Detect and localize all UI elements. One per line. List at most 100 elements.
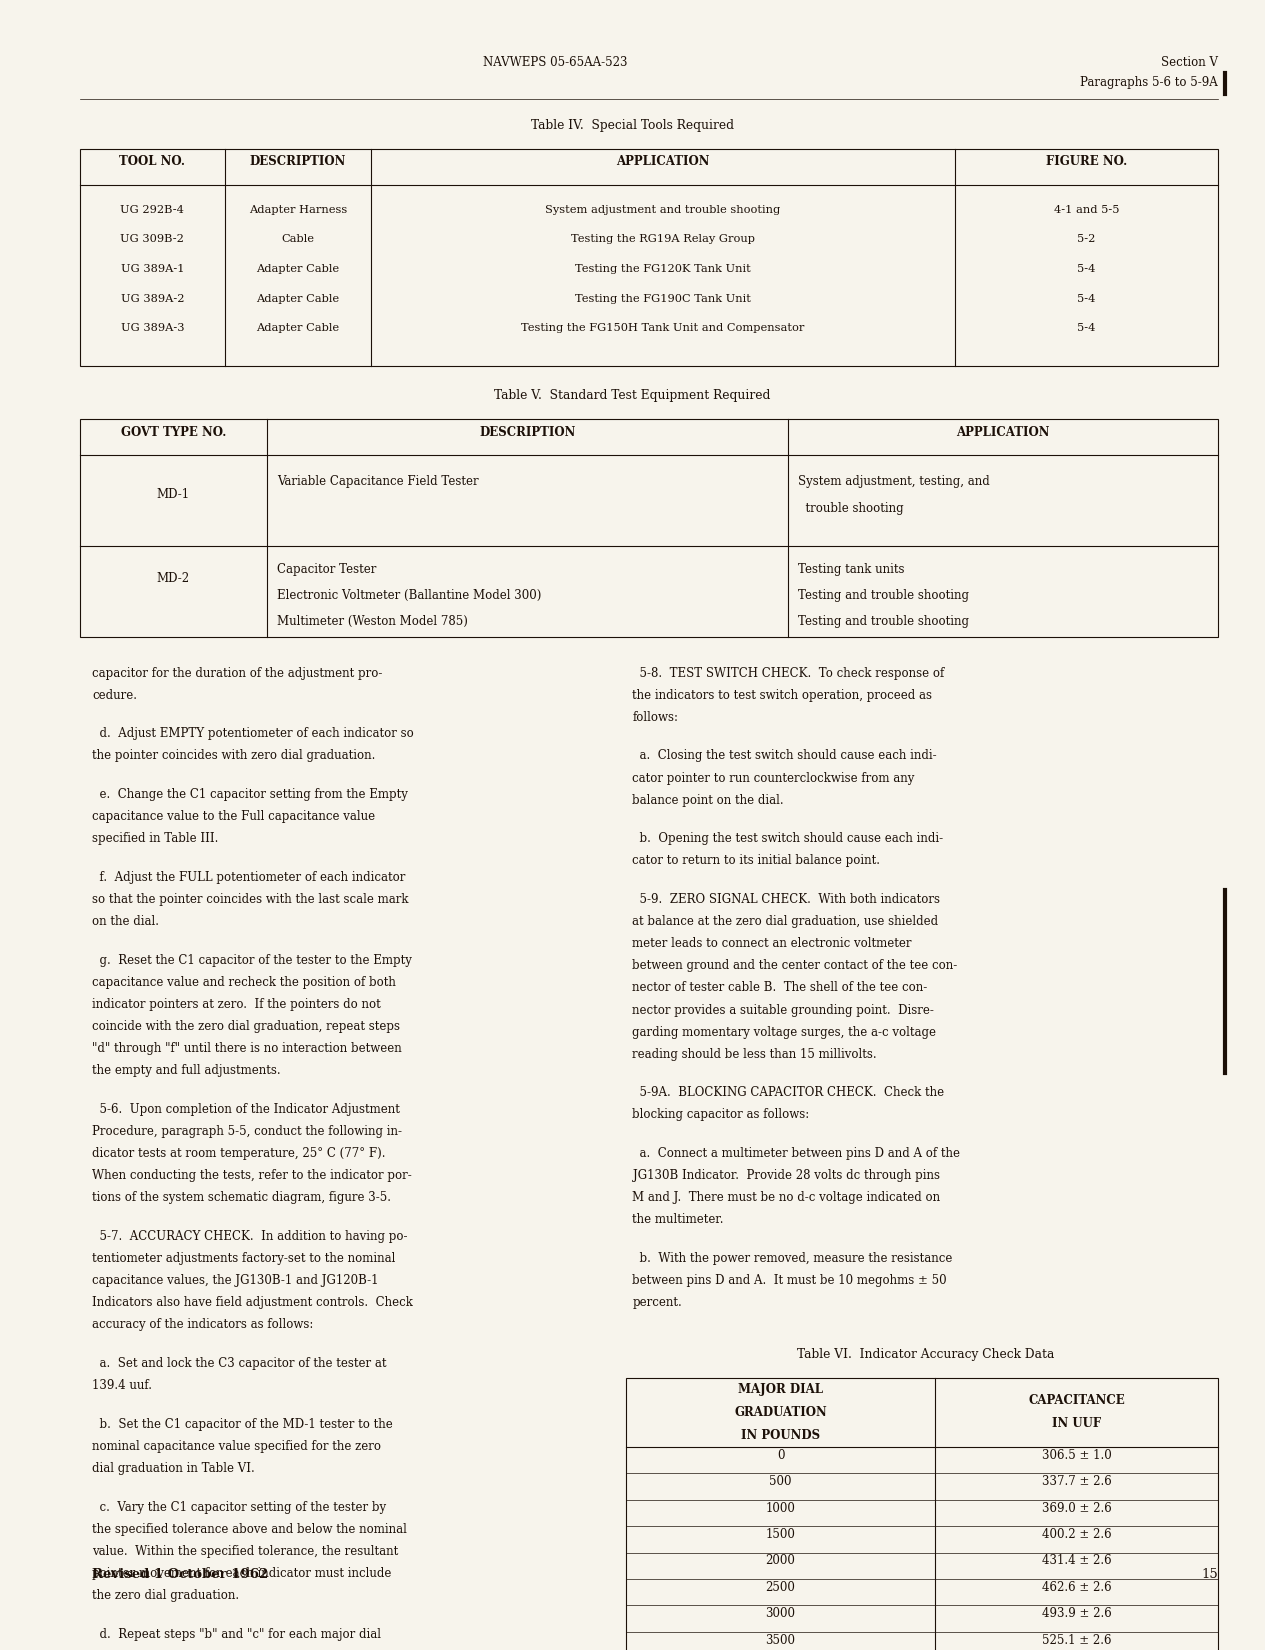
Text: 493.9 ± 2.6: 493.9 ± 2.6 (1041, 1607, 1112, 1620)
Text: percent.: percent. (632, 1297, 682, 1308)
Text: 5-4: 5-4 (1078, 294, 1095, 304)
Text: IN POUNDS: IN POUNDS (741, 1429, 820, 1442)
Text: Testing the FG120K Tank Unit: Testing the FG120K Tank Unit (576, 264, 750, 274)
Text: 462.6 ± 2.6: 462.6 ± 2.6 (1041, 1581, 1112, 1594)
Text: Section V: Section V (1161, 56, 1218, 69)
Text: the indicators to test switch operation, proceed as: the indicators to test switch operation,… (632, 688, 932, 701)
Text: meter leads to connect an electronic voltmeter: meter leads to connect an electronic vol… (632, 937, 912, 950)
Text: MAJOR DIAL: MAJOR DIAL (737, 1383, 824, 1396)
Text: 1500: 1500 (765, 1528, 796, 1541)
Text: M and J.  There must be no d-c voltage indicated on: M and J. There must be no d-c voltage in… (632, 1191, 941, 1204)
Text: c.  Vary the C1 capacitor setting of the tester by: c. Vary the C1 capacitor setting of the … (92, 1500, 387, 1513)
Text: f.  Adjust the FULL potentiometer of each indicator: f. Adjust the FULL potentiometer of each… (92, 871, 406, 884)
Text: between ground and the center contact of the tee con-: between ground and the center contact of… (632, 959, 958, 972)
Text: APPLICATION: APPLICATION (956, 426, 1050, 439)
Text: Adapter Cable: Adapter Cable (257, 323, 339, 333)
Text: 525.1 ± 2.6: 525.1 ± 2.6 (1042, 1634, 1111, 1647)
Text: a.  Closing the test switch should cause each indi-: a. Closing the test switch should cause … (632, 749, 937, 762)
Text: so that the pointer coincides with the last scale mark: so that the pointer coincides with the l… (92, 893, 409, 906)
Text: 500: 500 (769, 1475, 792, 1488)
Text: Adapter Cable: Adapter Cable (257, 294, 339, 304)
Text: 5-4: 5-4 (1078, 264, 1095, 274)
Text: the empty and full adjustments.: the empty and full adjustments. (92, 1064, 281, 1077)
Text: Capacitor Tester: Capacitor Tester (277, 563, 377, 576)
Text: the pointer coincides with zero dial graduation.: the pointer coincides with zero dial gra… (92, 749, 376, 762)
Text: Testing the RG19A Relay Group: Testing the RG19A Relay Group (571, 234, 755, 244)
Text: Testing and trouble shooting: Testing and trouble shooting (798, 615, 969, 629)
Text: a.  Connect a multimeter between pins D and A of the: a. Connect a multimeter between pins D a… (632, 1147, 960, 1160)
Text: 5-9A.  BLOCKING CAPACITOR CHECK.  Check the: 5-9A. BLOCKING CAPACITOR CHECK. Check th… (632, 1086, 945, 1099)
Text: e.  Change the C1 capacitor setting from the Empty: e. Change the C1 capacitor setting from … (92, 789, 409, 800)
Text: DESCRIPTION: DESCRIPTION (479, 426, 576, 439)
Text: 5-7.  ACCURACY CHECK.  In addition to having po-: 5-7. ACCURACY CHECK. In addition to havi… (92, 1229, 407, 1242)
Text: 1000: 1000 (765, 1502, 796, 1515)
Text: nominal capacitance value specified for the zero: nominal capacitance value specified for … (92, 1440, 381, 1452)
Text: between pins D and A.  It must be 10 megohms ± 50: between pins D and A. It must be 10 mego… (632, 1274, 947, 1287)
Text: Table IV.  Special Tools Required: Table IV. Special Tools Required (531, 119, 734, 132)
Text: nector provides a suitable grounding point.  Disre-: nector provides a suitable grounding poi… (632, 1003, 935, 1016)
Text: indicator pointers at zero.  If the pointers do not: indicator pointers at zero. If the point… (92, 998, 381, 1011)
Text: 5-9.  ZERO SIGNAL CHECK.  With both indicators: 5-9. ZERO SIGNAL CHECK. With both indica… (632, 893, 940, 906)
Text: 4-1 and 5-5: 4-1 and 5-5 (1054, 205, 1120, 214)
Text: 2500: 2500 (765, 1581, 796, 1594)
Text: cator to return to its initial balance point.: cator to return to its initial balance p… (632, 855, 880, 868)
Text: capacitance value and recheck the position of both: capacitance value and recheck the positi… (92, 975, 396, 988)
Text: GRADUATION: GRADUATION (734, 1406, 827, 1419)
Text: the multimeter.: the multimeter. (632, 1213, 724, 1226)
Text: the specified tolerance above and below the nominal: the specified tolerance above and below … (92, 1523, 407, 1536)
Text: System adjustment, testing, and: System adjustment, testing, and (798, 475, 990, 488)
Text: System adjustment and trouble shooting: System adjustment and trouble shooting (545, 205, 781, 214)
Text: 400.2 ± 2.6: 400.2 ± 2.6 (1041, 1528, 1112, 1541)
Text: Electronic Voltmeter (Ballantine Model 300): Electronic Voltmeter (Ballantine Model 3… (277, 589, 541, 602)
Text: Paragraphs 5-6 to 5-9A: Paragraphs 5-6 to 5-9A (1080, 76, 1218, 89)
Text: cedure.: cedure. (92, 688, 138, 701)
Text: DESCRIPTION: DESCRIPTION (249, 155, 347, 168)
Text: coincide with the zero dial graduation, repeat steps: coincide with the zero dial graduation, … (92, 1020, 400, 1033)
Text: 3500: 3500 (765, 1634, 796, 1647)
Text: follows:: follows: (632, 711, 678, 724)
Text: nector of tester cable B.  The shell of the tee con-: nector of tester cable B. The shell of t… (632, 982, 927, 995)
Text: UG 389A-3: UG 389A-3 (120, 323, 185, 333)
Text: Cable: Cable (281, 234, 315, 244)
Text: 431.4 ± 2.6: 431.4 ± 2.6 (1041, 1554, 1112, 1568)
Text: When conducting the tests, refer to the indicator por-: When conducting the tests, refer to the … (92, 1170, 412, 1181)
Text: d.  Adjust EMPTY potentiometer of each indicator so: d. Adjust EMPTY potentiometer of each in… (92, 728, 414, 741)
Text: Testing tank units: Testing tank units (798, 563, 904, 576)
Text: capacitance value to the Full capacitance value: capacitance value to the Full capacitanc… (92, 810, 376, 823)
Text: reading should be less than 15 millivolts.: reading should be less than 15 millivolt… (632, 1048, 877, 1061)
Text: accuracy of the indicators as follows:: accuracy of the indicators as follows: (92, 1318, 314, 1332)
Text: capacitance values, the JG130B-1 and JG120B-1: capacitance values, the JG130B-1 and JG1… (92, 1274, 378, 1287)
Text: 0: 0 (777, 1449, 784, 1462)
Text: Table V.  Standard Test Equipment Required: Table V. Standard Test Equipment Require… (495, 389, 770, 403)
Text: UG 389A-2: UG 389A-2 (120, 294, 185, 304)
Text: 5-4: 5-4 (1078, 323, 1095, 333)
Text: Adapter Harness: Adapter Harness (249, 205, 347, 214)
Text: 306.5 ± 1.0: 306.5 ± 1.0 (1041, 1449, 1112, 1462)
Text: UG 309B-2: UG 309B-2 (120, 234, 185, 244)
Text: "d" through "f" until there is no interaction between: "d" through "f" until there is no intera… (92, 1043, 402, 1054)
Text: NAVWEPS 05-65AA-523: NAVWEPS 05-65AA-523 (483, 56, 627, 69)
Text: at balance at the zero dial graduation, use shielded: at balance at the zero dial graduation, … (632, 916, 939, 927)
Text: 2000: 2000 (765, 1554, 796, 1568)
Text: MD-1: MD-1 (157, 488, 190, 500)
Text: dial graduation in Table VI.: dial graduation in Table VI. (92, 1462, 256, 1475)
Text: 5-2: 5-2 (1078, 234, 1095, 244)
Text: TOOL NO.: TOOL NO. (119, 155, 186, 168)
Text: UG 389A-1: UG 389A-1 (120, 264, 185, 274)
Text: APPLICATION: APPLICATION (616, 155, 710, 168)
Text: garding momentary voltage surges, the a-c voltage: garding momentary voltage surges, the a-… (632, 1026, 936, 1038)
Text: 5-6.  Upon completion of the Indicator Adjustment: 5-6. Upon completion of the Indicator Ad… (92, 1102, 400, 1115)
Text: pointer movement for each indicator must include: pointer movement for each indicator must… (92, 1568, 392, 1579)
Text: 5-8.  TEST SWITCH CHECK.  To check response of: 5-8. TEST SWITCH CHECK. To check respons… (632, 667, 945, 680)
Text: IN UUF: IN UUF (1052, 1417, 1101, 1431)
Text: capacitor for the duration of the adjustment pro-: capacitor for the duration of the adjust… (92, 667, 383, 680)
Text: Table VI.  Indicator Accuracy Check Data: Table VI. Indicator Accuracy Check Data (797, 1348, 1054, 1361)
Text: trouble shooting: trouble shooting (798, 502, 903, 515)
Text: Testing and trouble shooting: Testing and trouble shooting (798, 589, 969, 602)
Text: FIGURE NO.: FIGURE NO. (1046, 155, 1127, 168)
Text: GOVT TYPE NO.: GOVT TYPE NO. (120, 426, 226, 439)
Text: 337.7 ± 2.6: 337.7 ± 2.6 (1041, 1475, 1112, 1488)
Text: Variable Capacitance Field Tester: Variable Capacitance Field Tester (277, 475, 478, 488)
Text: Indicators also have field adjustment controls.  Check: Indicators also have field adjustment co… (92, 1297, 414, 1308)
Text: b.  Set the C1 capacitor of the MD-1 tester to the: b. Set the C1 capacitor of the MD-1 test… (92, 1417, 393, 1431)
